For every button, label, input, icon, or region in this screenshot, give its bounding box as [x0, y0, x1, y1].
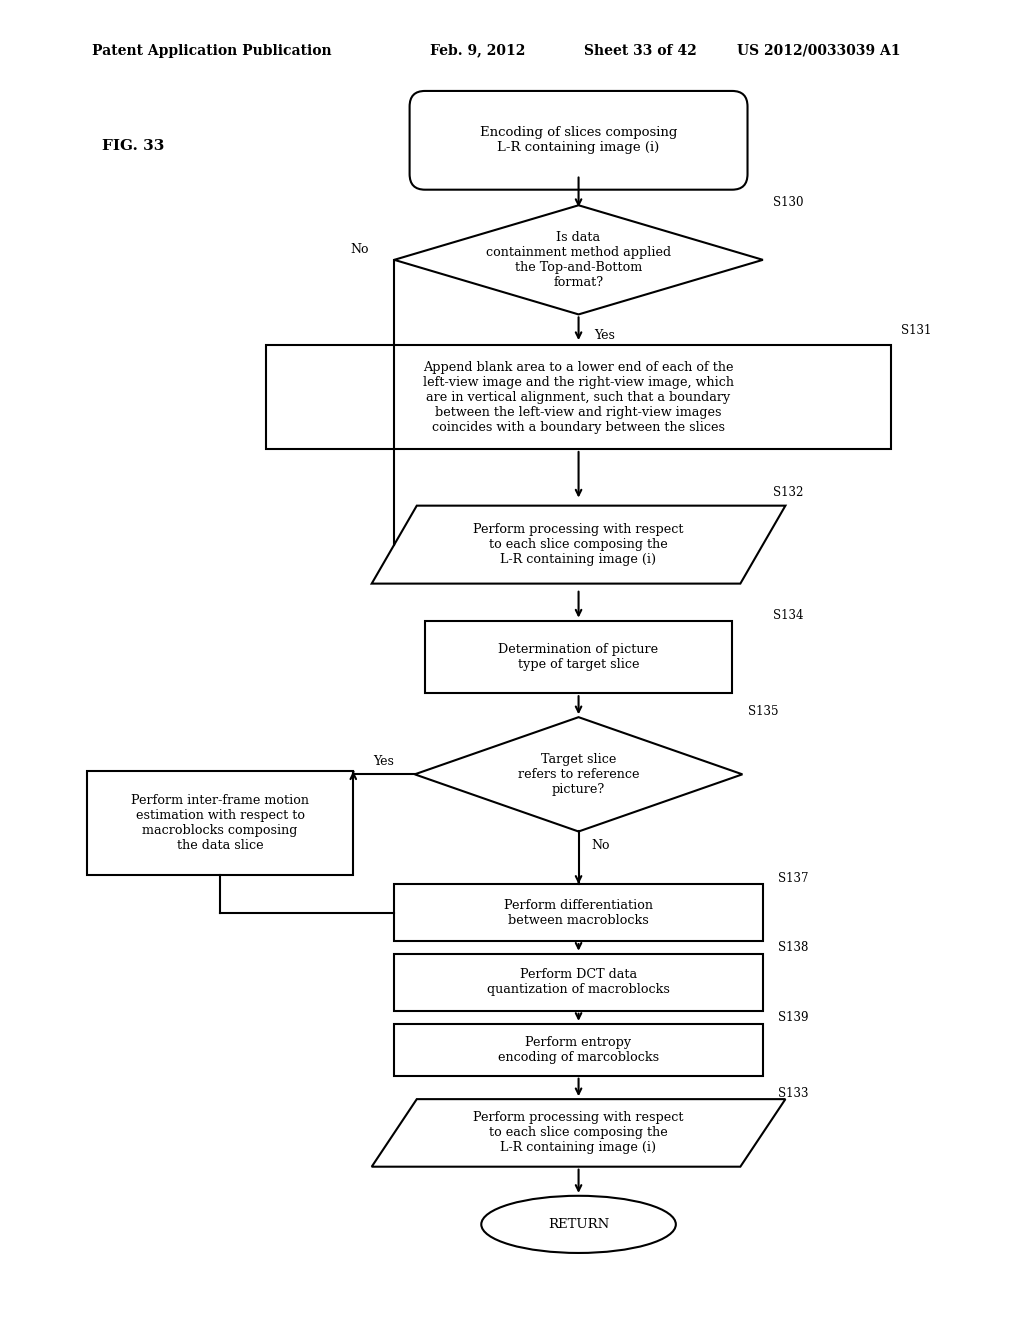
Text: Feb. 9, 2012: Feb. 9, 2012: [430, 44, 525, 58]
Text: S138: S138: [778, 941, 809, 954]
Ellipse shape: [481, 1196, 676, 1253]
Text: S137: S137: [778, 871, 809, 884]
Text: S139: S139: [778, 1011, 809, 1024]
Text: RETURN: RETURN: [548, 1218, 609, 1230]
Text: Yes: Yes: [374, 755, 394, 768]
Text: Sheet 33 of 42: Sheet 33 of 42: [584, 44, 696, 58]
Polygon shape: [415, 717, 742, 832]
Polygon shape: [372, 506, 785, 583]
Text: S130: S130: [773, 197, 804, 209]
Bar: [394, 1024, 763, 1076]
Text: S135: S135: [748, 705, 778, 718]
Bar: [87, 771, 353, 875]
Text: Patent Application Publication: Patent Application Publication: [92, 44, 332, 58]
FancyBboxPatch shape: [410, 91, 748, 190]
Text: US 2012/0033039 A1: US 2012/0033039 A1: [737, 44, 901, 58]
Text: Perform DCT data
quantization of macroblocks: Perform DCT data quantization of macrobl…: [487, 968, 670, 997]
Polygon shape: [394, 206, 763, 314]
Bar: [266, 345, 891, 449]
Text: Determination of picture
type of target slice: Determination of picture type of target …: [499, 643, 658, 671]
Text: Perform entropy
encoding of marcoblocks: Perform entropy encoding of marcoblocks: [498, 1036, 659, 1064]
Text: Target slice
refers to reference
picture?: Target slice refers to reference picture…: [518, 752, 639, 796]
Text: Perform processing with respect
to each slice composing the
L-R containing image: Perform processing with respect to each …: [473, 1111, 684, 1155]
Text: S136: S136: [312, 799, 343, 812]
Text: S134: S134: [773, 609, 804, 622]
Text: Perform differentiation
between macroblocks: Perform differentiation between macroblo…: [504, 899, 653, 927]
Polygon shape: [372, 1100, 785, 1167]
Text: Encoding of slices composing
L-R containing image (i): Encoding of slices composing L-R contain…: [480, 127, 677, 154]
Text: FIG. 33: FIG. 33: [102, 139, 164, 153]
Text: Perform processing with respect
to each slice composing the
L-R containing image: Perform processing with respect to each …: [473, 523, 684, 566]
Bar: [425, 620, 732, 693]
Text: Append blank area to a lower end of each of the
left-view image and the right-vi: Append blank area to a lower end of each…: [423, 360, 734, 433]
Text: No: No: [350, 243, 369, 256]
Text: S131: S131: [901, 323, 932, 337]
Text: S133: S133: [778, 1086, 809, 1100]
Text: Perform inter-frame motion
estimation with respect to
macroblocks composing
the : Perform inter-frame motion estimation wi…: [131, 795, 309, 853]
Text: Yes: Yes: [594, 330, 614, 342]
Text: Is data
containment method applied
the Top-and-Bottom
format?: Is data containment method applied the T…: [486, 231, 671, 289]
Bar: [394, 884, 763, 941]
Bar: [394, 953, 763, 1011]
Text: S132: S132: [773, 486, 804, 499]
Text: No: No: [591, 838, 609, 851]
